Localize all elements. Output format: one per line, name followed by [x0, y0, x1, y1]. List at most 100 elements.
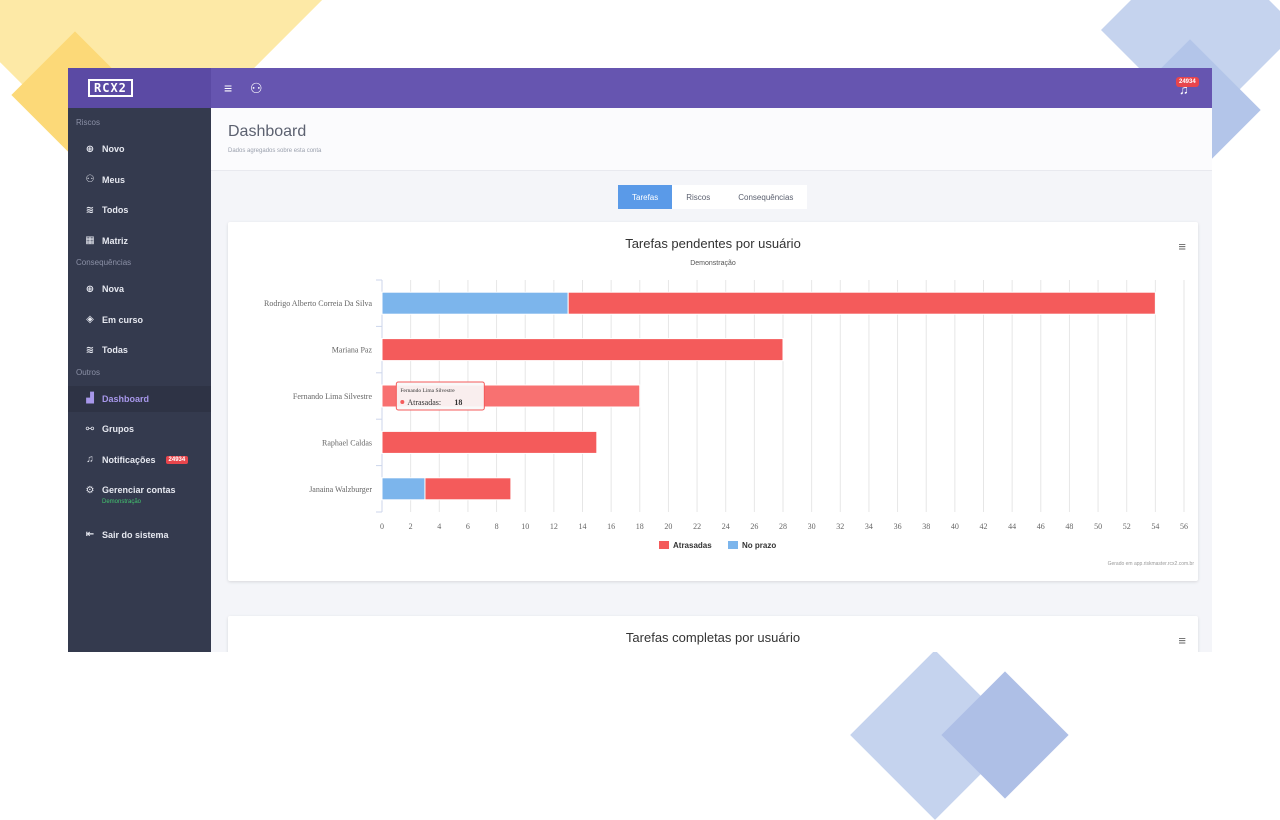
sidebar: Riscos ⊕ Novo ⚇ Meus ≋ Todos ▦ Matriz Consequênci… [68, 108, 211, 652]
sidebar-item-grupos[interactable]: ⚯ Grupos [68, 416, 211, 442]
x-tick-label: 30 [808, 522, 816, 531]
x-tick-label: 22 [693, 522, 701, 531]
x-tick-label: 26 [750, 522, 758, 531]
tab-bar: Tarefas Riscos Consequências [618, 185, 808, 209]
bar-atrasadas [381, 430, 598, 454]
tab-riscos[interactable]: Riscos [672, 185, 725, 209]
x-tick-label: 16 [607, 522, 615, 531]
logo[interactable]: RCX2 [68, 68, 211, 108]
sidebar-item-label: Notificações [102, 454, 156, 465]
x-tick-label: 46 [1037, 522, 1045, 531]
legend-swatch [659, 541, 669, 549]
layers-icon: ≋ [85, 344, 95, 356]
x-tick-label: 32 [836, 522, 844, 531]
legend-swatch [728, 541, 738, 549]
x-tick-label: 38 [922, 522, 930, 531]
menu-icon[interactable]: ≡ [224, 80, 233, 96]
grid-icon: ▦ [85, 235, 95, 246]
sidebar-item-todos[interactable]: ≋ Todos [68, 197, 211, 223]
x-tick-label: 4 [437, 522, 441, 531]
sidebar-item-dashboard[interactable]: ▟ Dashboard [68, 385, 211, 412]
sidebar-item-label: Todos [102, 205, 129, 215]
chart-menu-icon[interactable]: ≡ [1178, 633, 1186, 648]
sidebar-item-em-curso[interactable]: ◈ Em curso [68, 307, 211, 333]
sidebar-item-gerenciar-contas[interactable]: ⚙ Gerenciar contas [68, 477, 211, 503]
top-bar: RCX2 ≡ ⚇ ♫ 24934 [68, 68, 1212, 108]
x-tick-label: 24 [722, 522, 730, 531]
chart-credit: Gerado em app.riskmaster.rcx2.com.br [1107, 561, 1194, 567]
sidebar-item-nova[interactable]: ⊕ Nova [68, 276, 211, 302]
tab-tarefas[interactable]: Tarefas [618, 185, 673, 209]
chart-title: Tarefas pendentes por usuário [625, 236, 801, 251]
sidebar-item-todas[interactable]: ≋ Todas [68, 337, 211, 363]
x-tick-label: 18 [636, 522, 644, 531]
layers-icon: ≋ [85, 204, 95, 216]
sidebar-item-notifica-es[interactable]: ♫ Notificações 24934 [68, 447, 211, 473]
sidebar-item-label: Matriz [102, 235, 129, 246]
sidebar-item-label: Novo [102, 144, 125, 154]
sidebar-item-label: Nova [102, 284, 125, 294]
x-tick-label: 8 [495, 522, 499, 531]
y-category-label: Fernando Lima Silvestre [293, 392, 373, 401]
tooltip-marker [400, 400, 405, 404]
y-category-label: Raphael Caldas [322, 438, 372, 447]
chart-menu-icon[interactable]: ≡ [1178, 239, 1186, 254]
sidebar-item-label: Meus [102, 174, 126, 185]
bar-no-prazo [381, 477, 426, 501]
x-tick-label: 6 [466, 522, 470, 531]
flame-icon: ◈ [86, 314, 94, 325]
logout-icon: ⇤ [85, 529, 95, 540]
y-category-label: Rodrigo Alberto Correia Da Silva [264, 299, 372, 308]
y-category-label: Janaina Walzburger [309, 485, 372, 494]
bar-atrasadas [424, 477, 512, 501]
sidebar-section-title: Riscos [76, 118, 101, 127]
bell-icon: ♫ [86, 454, 94, 465]
sidebar-item-sair-do-sistema[interactable]: ⇤ Sair do sistema [68, 522, 211, 548]
settings-icon: ⚙ [85, 484, 95, 496]
x-tick-label: 50 [1094, 522, 1102, 531]
x-tick-label: 42 [980, 522, 988, 531]
bar-atrasadas [567, 291, 1156, 315]
bar-no-prazo [381, 291, 569, 315]
notifications-count-badge: 24934 [165, 455, 189, 464]
x-tick-label: 14 [579, 522, 587, 531]
x-tick-label: 12 [550, 522, 558, 531]
x-tick-label: 10 [521, 522, 529, 531]
logo-text: RCX2 [88, 79, 133, 97]
x-tick-label: 48 [1065, 522, 1073, 531]
x-tick-label: 36 [894, 522, 902, 531]
y-category-label: Mariana Paz [332, 346, 373, 355]
account-name: Demonstração [102, 499, 142, 505]
page-title: Dashboard [228, 123, 307, 140]
x-tick-label: 52 [1123, 522, 1131, 531]
bar-chart-icon: ▟ [86, 393, 94, 404]
sidebar-section-title: Outros [76, 367, 101, 377]
sidebar-item-meus[interactable]: ⚇ Meus [68, 167, 211, 193]
chart-subtitle: Demonstração [690, 260, 736, 267]
sidebar-item-label: Gerenciar contas [102, 485, 176, 495]
x-tick-label: 40 [951, 522, 959, 531]
tab-consequencias[interactable]: Consequências [724, 185, 808, 209]
x-tick-label: 34 [865, 522, 873, 531]
sidebar-item-novo[interactable]: ⊕ Novo [68, 136, 211, 162]
sidebar-item-matriz[interactable]: ▦ Matriz [68, 228, 211, 254]
tooltip-box [395, 381, 485, 411]
bell-icon: ♫ [1179, 82, 1189, 97]
notifications-button[interactable]: ♫ 24934 [1176, 77, 1199, 98]
sidebar-item-label: Grupos [102, 424, 135, 434]
x-tick-label: 20 [664, 522, 672, 531]
sidebar-item-label: Em curso [102, 314, 144, 325]
sidebar-item-label: Sair do sistema [102, 529, 169, 540]
page-subtitle: Dados agregados sobre esta conta [228, 148, 322, 154]
x-tick-label: 28 [779, 522, 787, 531]
x-tick-label: 2 [409, 522, 413, 531]
chart-card-completed: Tarefas completas por usuário ≡ [228, 616, 1198, 652]
bar-atrasadas [381, 338, 784, 362]
x-tick-label: 56 [1180, 522, 1188, 531]
legend-label: Atrasadas [673, 541, 712, 550]
pending-tasks-chart: 0 2 4 6 8 10 12 14 16 18 20 22 24 26 28 30 32 34 36 38 40 42 4… [264, 279, 1188, 550]
user-icon[interactable]: ⚇ [250, 80, 263, 96]
sidebar-item-label: Dashboard [102, 393, 150, 404]
legend-label: No prazo [742, 541, 776, 550]
tooltip-category: Fernando Lima Silvestre [400, 388, 455, 394]
